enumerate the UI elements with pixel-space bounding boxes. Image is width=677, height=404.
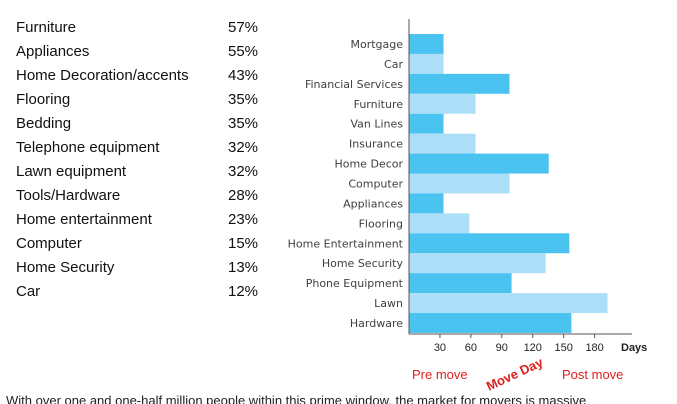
move-day-annotation: Move Day [484,354,546,394]
x-tick-label: 180 [585,342,603,354]
footer-text: With over one and one-half million peopl… [6,393,587,404]
purchase-item-label: Home Security [16,259,115,276]
bar [409,53,444,74]
purchase-item-percent: 12% [228,283,259,300]
bar [409,193,444,214]
category-label: Computer [348,177,403,190]
bar [409,293,608,314]
category-label: Furniture [354,98,404,111]
bar [409,213,470,234]
x-tick-label: 120 [524,342,542,354]
category-label: Insurance [349,138,403,151]
post-move-annotation: Post move [562,367,623,382]
category-label: Car [384,58,403,71]
category-label: Appliances [343,197,403,210]
x-tick-label: 60 [465,342,477,354]
category-label: Phone Equipment [306,277,404,290]
pre-move-annotation: Pre move [412,367,468,382]
bar [409,253,546,274]
category-label: Mortgage [350,38,403,51]
category-label: Home Decor [334,158,403,171]
bar [409,313,572,333]
purchase-item-percent: 23% [228,211,259,228]
purchase-item-label: Home entertainment [16,211,152,228]
x-axis-label: Days [621,342,647,354]
category-label: Financial Services [305,78,403,91]
purchase-item-label: Flooring [16,91,71,108]
purchase-item-percent: 35% [228,91,259,108]
purchase-item-percent: 57% [228,19,259,36]
bar [409,34,444,54]
purchase-item-label: Furniture [16,19,77,36]
purchase-item-label: Car [16,283,41,300]
purchase-item-label: Tools/Hardware [16,187,121,204]
x-tick-label: 30 [434,342,446,354]
purchase-item-percent: 43% [228,67,259,84]
bar [409,233,570,254]
bar [409,273,512,294]
purchase-item-percent: 35% [228,115,259,132]
x-tick-label: 90 [496,342,508,354]
category-label: Flooring [359,217,403,230]
category-label: Home Entertainment [288,237,404,250]
bar [409,133,476,154]
bar [409,113,444,134]
x-tick-label: 150 [555,342,573,354]
category-label: Home Security [322,257,404,270]
purchase-item-label: Computer [16,235,82,252]
bar [409,73,510,94]
purchase-item-label: Telephone equipment [16,139,160,156]
purchase-item-label: Bedding [16,115,72,132]
purchase-item-percent: 32% [228,163,259,180]
category-label: Hardware [350,317,403,330]
purchase-item-label: Home Decoration/accents [16,67,189,84]
purchase-item-percent: 15% [228,235,259,252]
bar [409,153,549,174]
bar [409,173,510,194]
purchase-item-percent: 13% [228,259,259,276]
purchase-item-label: Appliances [16,43,90,60]
purchase-item-percent: 28% [228,187,259,204]
bar [409,93,476,114]
purchase-item-percent: 55% [228,43,259,60]
category-label: Van Lines [350,118,403,131]
category-label: Lawn [374,297,403,310]
purchase-item-percent: 32% [228,139,259,156]
purchase-item-label: Lawn equipment [16,163,127,180]
